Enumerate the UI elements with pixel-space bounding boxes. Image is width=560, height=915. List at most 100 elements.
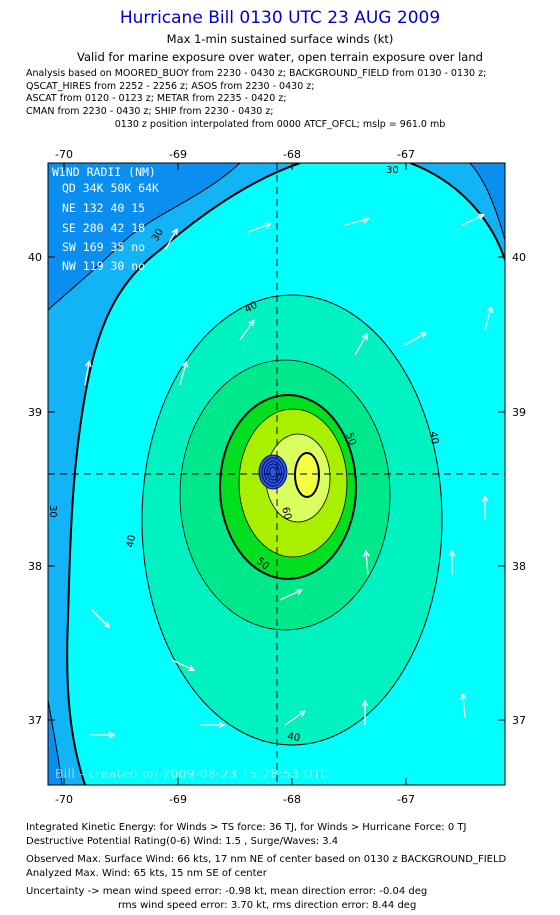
wind-arrows [84,213,494,739]
contour-label: 60 [279,506,293,521]
wind-arrow-head [459,692,467,700]
contour-40 [141,294,443,746]
dpr-line: Destructive Potential Rating(0-6) Wind: … [26,836,339,847]
lon-tick-label: -70 [55,148,73,161]
contour-label: 50 [343,431,358,447]
eye-ring [269,466,277,478]
analysis-line: Analysis based on MOORED_BUOY from 2230 … [26,68,487,79]
lat-tick-label: 40 [512,251,526,264]
wind-radii-row: SW 169 35 no [62,240,145,254]
axis-ticks [48,163,505,785]
wind-arrow-head [298,710,306,717]
lon-tick-label: -67 [397,148,415,161]
wind-arrow-head [362,549,370,557]
lon-tick-label: -70 [55,793,73,806]
wind-arrow-shaft [354,333,368,356]
lat-tick-label: 38 [28,560,42,573]
contour-label: 30 [386,165,399,176]
wind-radii-table: WIND RADII (NM) QD 34K 50K 64K NE 132 40… [52,165,159,273]
contour-lines [48,163,505,785]
contour-30-ne [469,163,505,241]
wind-arrow-shaft [239,319,255,341]
wind-arrow-head [362,216,370,224]
wind-radii-row: NE 132 40 15 [62,201,145,215]
wind-arrow-head [448,549,456,557]
wind-arrow-shaft [461,214,485,226]
wind-arrow-head [264,222,272,229]
wind-field: 30 30 30 40 40 40 40 50 50 60 WIND RADII… [47,163,505,785]
analysis-line: CMAN from 2230 - 0430 z; SHIP from 2230 … [26,106,274,118]
lat-tick-label: 39 [28,406,42,419]
wind-arrow-head [419,332,427,339]
lat-tick-label: 38 [512,560,526,573]
ike-line: Integrated Kinetic Energy: for Winds > T… [26,822,467,833]
wind-arrow-head [103,621,110,628]
center-crosshair [48,163,505,785]
eye-rings [258,454,288,490]
subtitle-validity: Valid for marine exposure over water, op… [77,50,483,64]
lat-tick-label: 37 [512,714,526,727]
lon-tick-label: -67 [397,793,415,806]
contour-label: 30 [47,505,58,518]
eye-ring [264,460,282,484]
map-title: Hurricane Bill 0130 UTC 23 AUG 2009 [119,8,441,28]
band-64-plus [295,453,319,497]
wind-arrow-head [477,213,485,221]
analysis-line: QSCAT_HIRES from 2252 - 2256 z; ASOS fro… [26,80,315,92]
contour-45 [179,359,391,631]
wind-arrow-head [481,494,489,502]
analyzed-max-line: Analyzed Max. Wind: 65 kts, 15 nm SE of … [26,868,267,879]
wind-arrow-shaft [91,609,110,628]
wind-arrow-shaft [179,361,187,386]
wind-arrow-shaft [484,306,492,331]
eye-ring [266,463,280,481]
wind-arrow-head [218,721,226,729]
lat-tick-label: 40 [28,251,42,264]
wind-arrow-shaft [171,659,195,671]
uncertainty-line-2: rms wind speed error: 3.70 kt, rms direc… [118,900,417,911]
lat-tick-label: 39 [512,406,526,419]
wind-arrow-head [187,664,195,672]
contour-55 [238,408,348,558]
contour-30-nw [48,163,241,311]
band-lt30-ne [470,163,505,240]
contour-34 [66,163,301,785]
wind-arrow-head [295,588,303,596]
analysis-sources: Analysis based on MOORED_BUOY from 2230 … [26,68,486,119]
wind-arrow-shaft [279,589,303,601]
lon-tick-label: -69 [169,793,187,806]
lon-tick-label: -69 [169,148,187,161]
lat-tick-label: 37 [28,714,42,727]
wind-arrow-shaft [365,551,369,576]
wind-arrow-head [248,319,255,327]
contour-50 [219,394,357,580]
position-note: 0130 z position interpolated from 0000 A… [114,119,446,130]
wind-arrow-shaft [404,332,427,346]
eye-ring [258,454,288,490]
plot-frame [47,162,506,786]
wind-arrow-shaft [344,218,369,226]
observed-max-line: Observed Max. Surface Wind: 66 kts, 17 n… [26,854,507,865]
wind-radii-header: QD 34K 50K 64K [62,181,159,195]
wind-arrow-shaft [284,710,306,726]
contour-label: 40 [427,431,440,445]
wind-arrow-shaft [247,223,271,233]
wind-arrow-head [361,333,368,341]
subtitle-max-winds: Max 1-min sustained surface winds (kt) [166,32,394,46]
lon-tick-label: -68 [283,148,301,161]
wind-radii-title: WIND RADII (NM) [52,165,156,179]
contour-34-east [409,163,505,261]
eye-ring [261,457,285,487]
contour-30-sw [48,699,63,785]
wind-arrow-head [108,731,116,739]
lon-tick-label: -68 [283,793,301,806]
wind-radii-row: NW 119 30 no [62,259,145,273]
wind-arrow-shaft [164,228,178,251]
contour-label: 40 [286,731,300,744]
wind-arrow-head [486,305,494,313]
credit-line: Bill - created on 2009-08-23 15:28:53 UT… [55,767,329,781]
wind-arrow-head [171,228,178,236]
wind-arrow-shaft [84,361,90,386]
contour-value-labels: 30 30 30 40 40 40 40 50 50 60 [47,165,440,744]
